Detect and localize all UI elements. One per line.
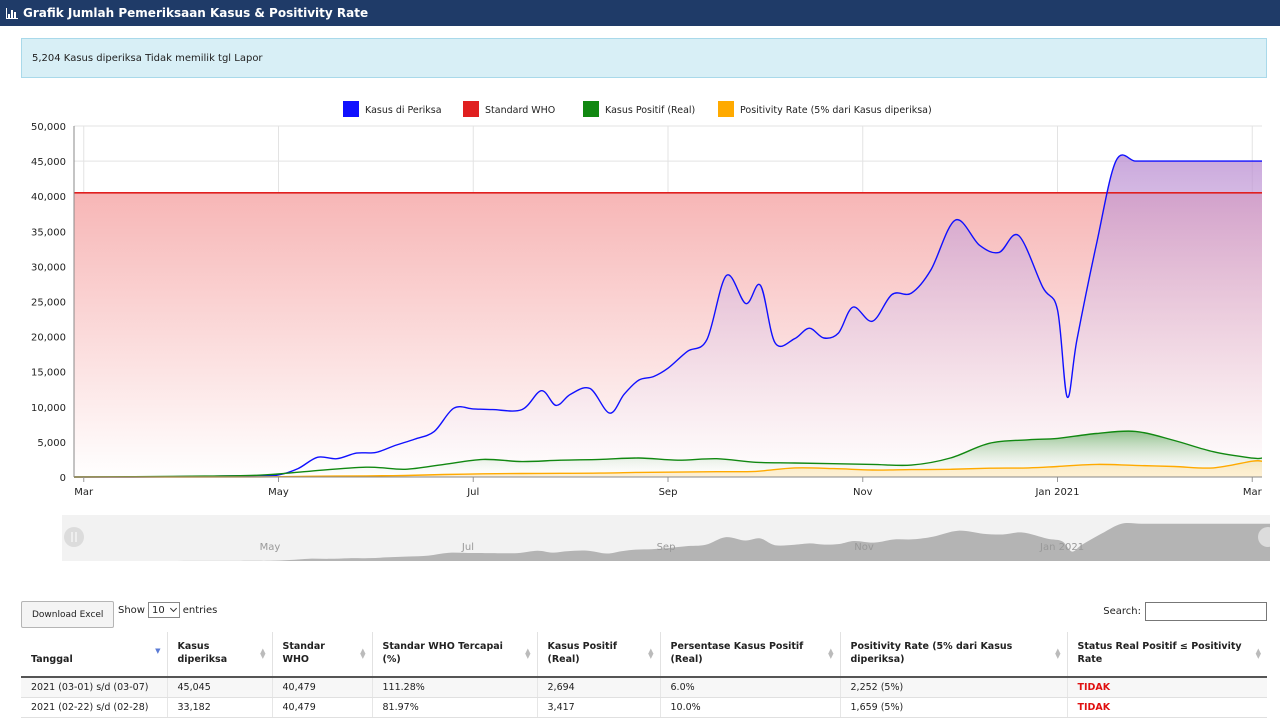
col-kasus-positif[interactable]: Kasus Positif (Real) ▲ ▼	[536, 632, 660, 678]
bar-chart-icon	[6, 7, 18, 19]
navigator-right-handle-icon[interactable]	[1258, 527, 1270, 547]
chevron-down-icon	[169, 604, 177, 613]
y-tick-label: 40,000	[31, 192, 66, 203]
sort-icon: ▲ ▼	[1055, 647, 1061, 660]
cell-tanggal: 2021 (03-01) s/d (03-07)	[21, 677, 167, 698]
y-tick-label: 35,000	[31, 227, 66, 238]
legend-label[interactable]: Kasus Positif (Real)	[605, 105, 695, 116]
cell-tanggal: 2021 (02-22) s/d (02-28)	[21, 697, 167, 718]
sort-icon: ▲ ▼	[1255, 647, 1261, 660]
x-tick-label: Jul	[466, 487, 479, 497]
cell-who-tercapai: 81.97%	[371, 697, 537, 718]
entries-select[interactable]: 10	[147, 602, 180, 618]
sort-icon: ▲ ▼	[648, 647, 654, 660]
cell-persentase-positif: 10.0%	[659, 697, 840, 718]
legend-swatch[interactable]	[583, 101, 599, 117]
sort-icon: ▲ ▼	[525, 647, 531, 660]
col-standar-who[interactable]: Standar WHO ▲ ▼	[271, 632, 372, 678]
col-persentase-positif[interactable]: Persentase Kasus Positif (Real) ▲ ▼	[659, 632, 840, 678]
data-table: Tanggal ▼ Kasus diperiksa ▲ ▼ Standar WHO ▲ ▼…	[21, 632, 1267, 718]
entries-value: 10	[151, 604, 165, 616]
cell-kasus-diperiksa: 33,182	[166, 697, 272, 718]
navigator-ticks: May Jul Sep Nov Jan 2021	[260, 542, 1084, 553]
show-label: Show	[118, 604, 145, 616]
y-tick-label: 20,000	[31, 333, 66, 344]
col-positivity-rate[interactable]: Positivity Rate (5% dari Kasus diperiksa…	[839, 632, 1067, 678]
cell-standar-who: 40,479	[271, 677, 372, 698]
chart-areas	[74, 154, 1262, 478]
cell-kasus-positif: 3,417	[536, 697, 660, 718]
y-tick-label: 10,000	[31, 403, 66, 414]
legend-label[interactable]: Kasus di Periksa	[365, 105, 442, 116]
download-excel-button[interactable]: Download Excel	[21, 601, 115, 628]
chart-header: Grafik Jumlah Pemeriksaan Kasus & Positi…	[0, 0, 1280, 26]
x-tick-label: May	[268, 487, 289, 497]
series-area	[74, 460, 1262, 477]
legend-swatch[interactable]	[463, 101, 479, 117]
search-label: Search:	[1103, 606, 1141, 617]
navigator-tick-label: Sep	[657, 542, 676, 553]
table-header-row: Tanggal ▼ Kasus diperiksa ▲ ▼ Standar WHO ▲ ▼…	[21, 632, 1267, 678]
entries-control: Show 10 entries	[118, 602, 217, 618]
cell-kasus-positif: 2,694	[536, 677, 660, 698]
col-kasus-diperiksa[interactable]: Kasus diperiksa ▲ ▼	[166, 632, 272, 678]
cell-status: TIDAK	[1066, 677, 1267, 698]
x-tick-label: Mar	[74, 487, 94, 497]
examination-chart: Kasus di Periksa Standard WHO Kasus Positi…	[31, 101, 1263, 497]
legend-swatch[interactable]	[718, 101, 734, 117]
cell-persentase-positif: 6.0%	[659, 677, 840, 698]
info-alert: 5,204 Kasus diperiksa Tidak memilik tgl …	[21, 38, 1267, 78]
range-navigator[interactable]: May Jul Sep Nov Jan 2021	[62, 515, 1270, 561]
sort-icon: ▲ ▼	[260, 647, 266, 660]
series-line	[73, 154, 1262, 478]
y-tick-label: 45,000	[31, 157, 66, 168]
cell-status: TIDAK	[1066, 697, 1267, 718]
sort-desc-icon: ▼	[155, 647, 161, 655]
header-title: Grafik Jumlah Pemeriksaan Kasus & Positi…	[23, 6, 369, 20]
entries-label: entries	[182, 604, 218, 616]
cell-positivity-rate: 1,659 (5%)	[839, 697, 1067, 718]
chart-legend: Kasus di Periksa Standard WHO Kasus Positi…	[343, 101, 932, 117]
sort-icon: ▲ ▼	[828, 647, 834, 660]
col-status[interactable]: Status Real Positif ≤ Positivity Rate ▲ ▼	[1066, 632, 1267, 678]
col-who-tercapai[interactable]: Standar WHO Tercapai (%) ▲ ▼	[371, 632, 537, 678]
x-tick-label: Sep	[659, 487, 678, 497]
x-tick-label: Mar	[1243, 487, 1263, 497]
series-area	[74, 154, 1262, 478]
navigator-tick-label: Jul	[461, 542, 474, 553]
y-tick-label: 0	[60, 473, 66, 484]
x-tick-label: Nov	[853, 487, 873, 497]
y-tick-label: 5,000	[37, 438, 66, 449]
y-tick-label: 15,000	[31, 368, 66, 379]
navigator-tick-label: Jan 2021	[1039, 542, 1084, 553]
info-text: 5,204 Kasus diperiksa Tidak memilik tgl …	[32, 52, 263, 64]
navigator-tick-label: May	[260, 542, 281, 553]
series-area	[74, 431, 1262, 477]
chart-axes: 0 5,000 10,000 15,000 20,000 25,000 30,000 35,0…	[31, 122, 1263, 497]
navigator-left-handle-icon[interactable]	[64, 527, 84, 547]
cell-who-tercapai: 111.28%	[371, 677, 537, 698]
cell-kasus-diperiksa: 45,045	[166, 677, 272, 698]
table-row: 2021 (03-01) s/d (03-07) 45,045 40,479 1…	[21, 677, 1267, 698]
y-tick-label: 30,000	[31, 262, 66, 273]
chart-lines	[73, 154, 1263, 478]
series-line	[74, 460, 1263, 478]
navigator-tick-label: Nov	[854, 542, 874, 553]
search-control: Search:	[1103, 602, 1267, 621]
search-input[interactable]	[1145, 602, 1267, 621]
cell-standar-who: 40,479	[271, 697, 372, 718]
sort-icon: ▲ ▼	[360, 647, 366, 660]
y-tick-label: 50,000	[31, 122, 66, 133]
table-row: 2021 (02-22) s/d (02-28) 33,182 40,479 8…	[21, 697, 1267, 718]
x-tick-label: Jan 2021	[1034, 487, 1079, 497]
legend-swatch[interactable]	[343, 101, 359, 117]
cell-positivity-rate: 2,252 (5%)	[839, 677, 1067, 698]
legend-label[interactable]: Positivity Rate (5% dari Kasus diperiksa…	[740, 105, 932, 116]
series-line	[73, 430, 1263, 478]
col-tanggal[interactable]: Tanggal ▼	[21, 632, 167, 678]
legend-label[interactable]: Standard WHO	[485, 105, 555, 116]
y-tick-label: 25,000	[31, 298, 66, 309]
table-controls: Download Excel Show 10 entries Search:	[21, 600, 1267, 628]
